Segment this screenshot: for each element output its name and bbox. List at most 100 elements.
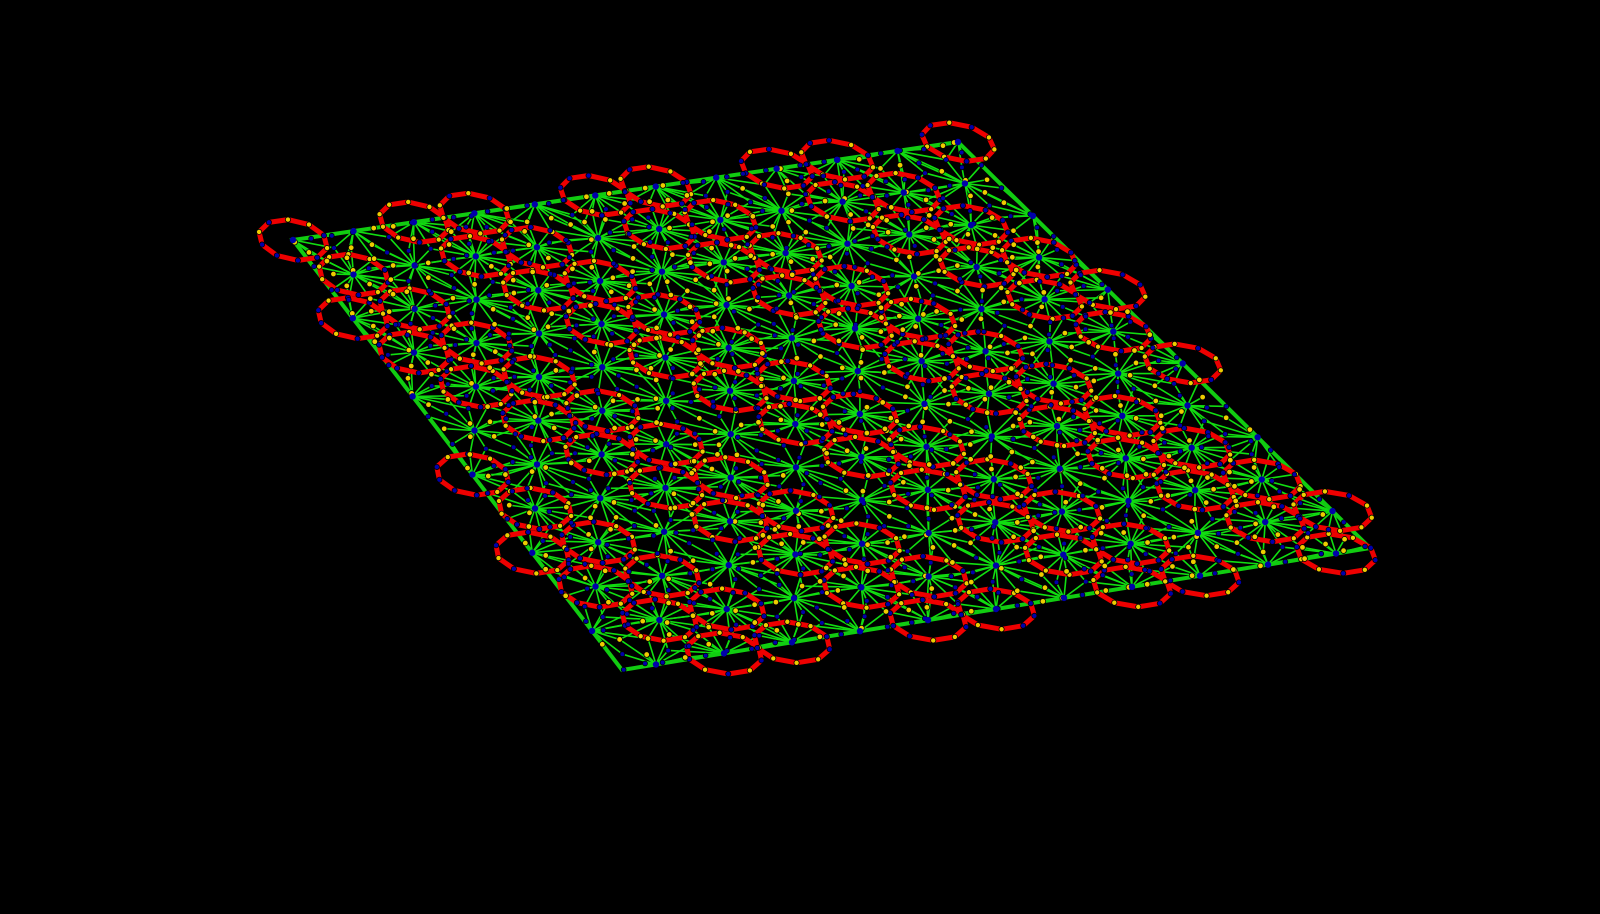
ring-node [864,560,871,567]
ring-node [823,416,830,423]
blue-node [946,182,953,189]
blue-node [1014,602,1021,609]
blue-node [545,200,552,207]
yellow-node [839,364,846,371]
spoke-edge [981,308,1031,327]
yellow-node [569,265,576,273]
blue-node [692,584,698,591]
spoke-edge [1048,340,1072,361]
ring-node [896,426,903,433]
spoke-edge [1197,518,1213,534]
hub-node [1329,507,1336,515]
spoke-edge [729,390,759,409]
hub-node [350,227,357,235]
spoke-edge [1307,510,1334,534]
spoke-edge [1027,382,1054,393]
ring-node [1031,491,1038,498]
yellow-node [863,404,871,411]
ring-node [610,567,617,574]
ring-node [952,590,959,597]
ring-node [684,589,691,596]
yellow-node [858,334,866,341]
hub-node [839,198,846,205]
ring-node [774,393,781,400]
spoke-edge [773,323,793,339]
spoke-edge [1154,385,1188,407]
yellow-node [1098,504,1106,511]
ring-node [477,230,484,237]
blue-node [916,160,922,166]
yellow-node [949,559,956,566]
blue-node [719,497,726,504]
spoke-edge [534,506,567,510]
ring-node [818,257,825,264]
blue-node [909,619,915,626]
ring-node [585,172,592,179]
yellow-node [664,196,672,204]
ring-node [693,306,700,313]
ring-node [863,267,870,274]
spoke-edge [829,256,853,287]
yellow-node [893,256,900,264]
ring-node [928,206,935,213]
yellow-node [1000,298,1007,306]
ring-node [986,499,993,506]
blue-node [805,242,812,248]
hub-node [792,464,800,471]
ring-node [946,247,953,254]
ring-node [917,423,924,430]
hub-node [921,400,928,408]
yellow-node [1164,492,1172,499]
blue-node [721,226,727,233]
blue-node [600,627,607,634]
yellow-node [1039,598,1047,605]
spoke-edge [857,370,884,389]
blue-node [1006,394,1012,401]
spoke-edge [1012,425,1058,440]
yellow-node [581,218,588,226]
ring-node [989,368,996,375]
spoke-edge [1228,436,1258,449]
hub-node [1332,550,1340,557]
yellow-node [710,286,718,294]
spoke-edge [716,433,732,455]
ring-node [1019,355,1026,362]
yellow-node [1169,563,1176,570]
ring-node [503,378,510,385]
spoke-edge [901,303,919,320]
blue-node [1024,376,1031,382]
spoke-edge [840,478,863,501]
ring-node [1015,343,1022,350]
yellow-node [526,353,534,360]
yellow-node [919,418,926,426]
spoke-edge [1117,350,1136,375]
yellow-node [725,295,732,302]
yellow-node [941,375,948,382]
spoke-edge [897,275,915,288]
yellow-node [468,380,475,387]
spoke-edge [989,204,1034,217]
yellow-node [734,324,742,332]
ring-node [1172,460,1179,467]
yellow-node [1014,519,1021,526]
ring-node [645,163,652,170]
hub-node [409,393,416,400]
yellow-node [610,499,618,506]
spoke-edge [1261,473,1295,481]
yellow-node [818,421,826,428]
blue-node [588,249,594,255]
spoke-edge [960,308,982,311]
ring-node [1122,563,1129,570]
yellow-node [849,225,857,232]
ring-node [1099,524,1106,531]
yellow-node [941,387,948,394]
blue-node [884,623,891,630]
spoke-edge [672,253,724,264]
ring-node [599,559,606,566]
ring-node [504,532,511,539]
spoke-edge [726,296,759,306]
hub-node [1046,338,1053,345]
blue-node [1036,544,1042,550]
blue-node [769,234,776,241]
